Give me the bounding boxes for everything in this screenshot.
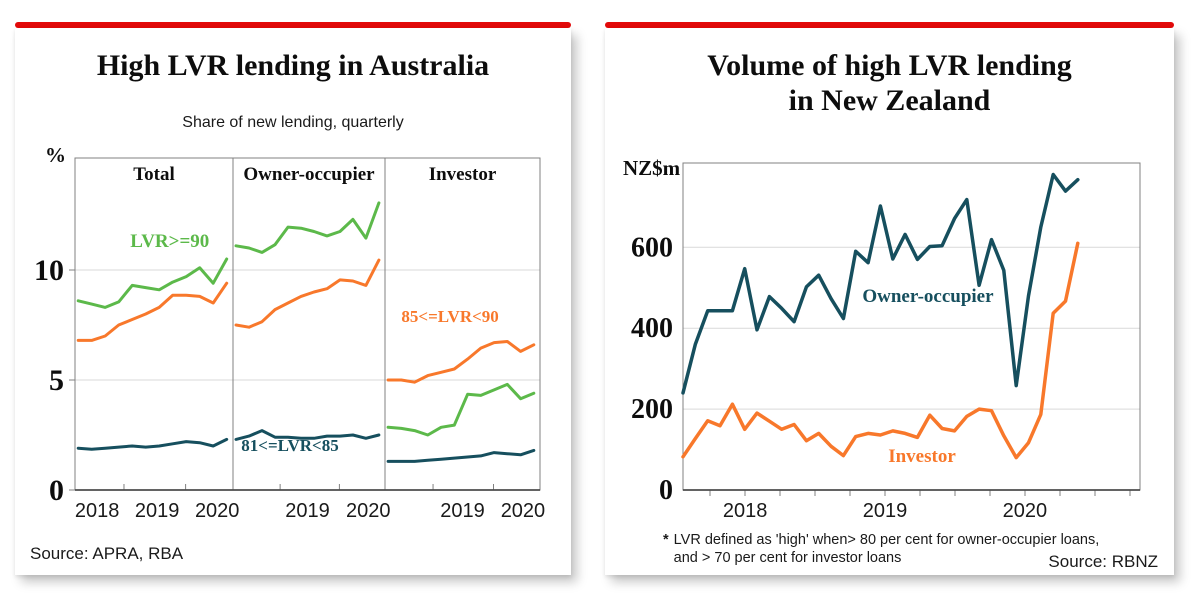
x-tick-label: 2020 xyxy=(501,500,545,522)
y-tick-label: 400 xyxy=(631,313,673,344)
series-annotation: Investor xyxy=(888,446,956,467)
series-line-81-lvr-85 xyxy=(234,429,381,441)
right-chart-title: Volume of high LVR lending in New Zealan… xyxy=(605,48,1174,118)
x-tick-label: 2019 xyxy=(440,500,485,522)
y-tick-label: 10 xyxy=(34,254,64,287)
right-title-line1: Volume of high LVR lending xyxy=(707,49,1072,82)
series-annotation: 81<=LVR<85 xyxy=(241,436,338,455)
x-tick-label: 2020 xyxy=(1003,500,1047,522)
left-chart-title: High LVR lending in Australia xyxy=(96,49,490,82)
y-tick-label: 600 xyxy=(631,232,673,263)
series-line-85-lvr-90 xyxy=(386,340,536,384)
series-line-investor xyxy=(681,241,1080,460)
x-tick-label: 2020 xyxy=(195,500,240,522)
series-annotation: Owner-occupier xyxy=(862,286,994,307)
series-line-81-lvr-85 xyxy=(386,448,536,463)
series-line-owner-occupier xyxy=(681,172,1080,395)
y-tick-label: 0 xyxy=(659,475,673,506)
x-tick-label: 2019 xyxy=(285,500,330,522)
australia-lvr-chart: 0 5 10 Total 2018 2019 2020 Owner-occupier 2019 2… xyxy=(34,157,545,522)
y-tick-label: 0 xyxy=(49,474,64,507)
x-tick-label: 2018 xyxy=(75,500,120,522)
right-title-line2: in New Zealand xyxy=(788,84,991,117)
footnote-line2: and > 70 per cent for investor loans xyxy=(673,550,902,566)
left-chart-subtitle: Share of new lending, quarterly xyxy=(182,114,404,131)
series-line-81-lvr-85 xyxy=(76,437,229,451)
series-annotation: 85<=LVR<90 xyxy=(401,307,498,326)
y-tick-label: 5 xyxy=(49,364,64,397)
new-zealand-chart-card: Volume of high LVR lending in New Zealan… xyxy=(605,28,1174,575)
series-line-85-lvr-90 xyxy=(76,281,229,342)
right-source-text: Source: RBNZ xyxy=(1048,552,1158,571)
nz-lvr-volume-chart: 0 200 400 600 2018 2019 2020 Owner-occupier Inve… xyxy=(631,162,1141,522)
accent-bar-left xyxy=(15,22,571,28)
plot-border xyxy=(682,162,1141,491)
right-y-unit-label: NZ$m xyxy=(623,156,681,180)
x-tick-label: 2019 xyxy=(863,500,908,522)
series-line-85-lvr-90 xyxy=(234,258,381,329)
left-source-text: Source: APRA, RBA xyxy=(30,544,184,563)
panel-header-label: Total xyxy=(133,164,175,185)
series-line-lvr-90 xyxy=(386,382,536,437)
footnote: * LVR defined as 'high' when> 80 per cen… xyxy=(663,531,1099,567)
panel-header-label: Investor xyxy=(429,164,497,185)
left-y-unit-label: % xyxy=(45,143,66,167)
series-annotation: LVR>=90 xyxy=(130,231,209,252)
series-line-lvr-90 xyxy=(76,257,229,309)
footnote-text: LVR defined as 'high' when> 80 per cent … xyxy=(674,531,1100,567)
footnote-line1: LVR defined as 'high' when> 80 per cent … xyxy=(673,532,1100,548)
x-tick-label: 2019 xyxy=(135,500,180,522)
x-tick-label: 2020 xyxy=(346,500,391,522)
panel-header-label: Owner-occupier xyxy=(243,164,375,185)
x-tick-label: 2018 xyxy=(723,500,768,522)
y-tick-label: 200 xyxy=(631,394,673,425)
footnote-asterisk: * xyxy=(663,532,669,548)
australia-chart-card: High LVR lending in Australia Share of n… xyxy=(15,28,571,575)
series-line-lvr-90 xyxy=(234,201,381,254)
accent-bar-right xyxy=(605,22,1174,28)
